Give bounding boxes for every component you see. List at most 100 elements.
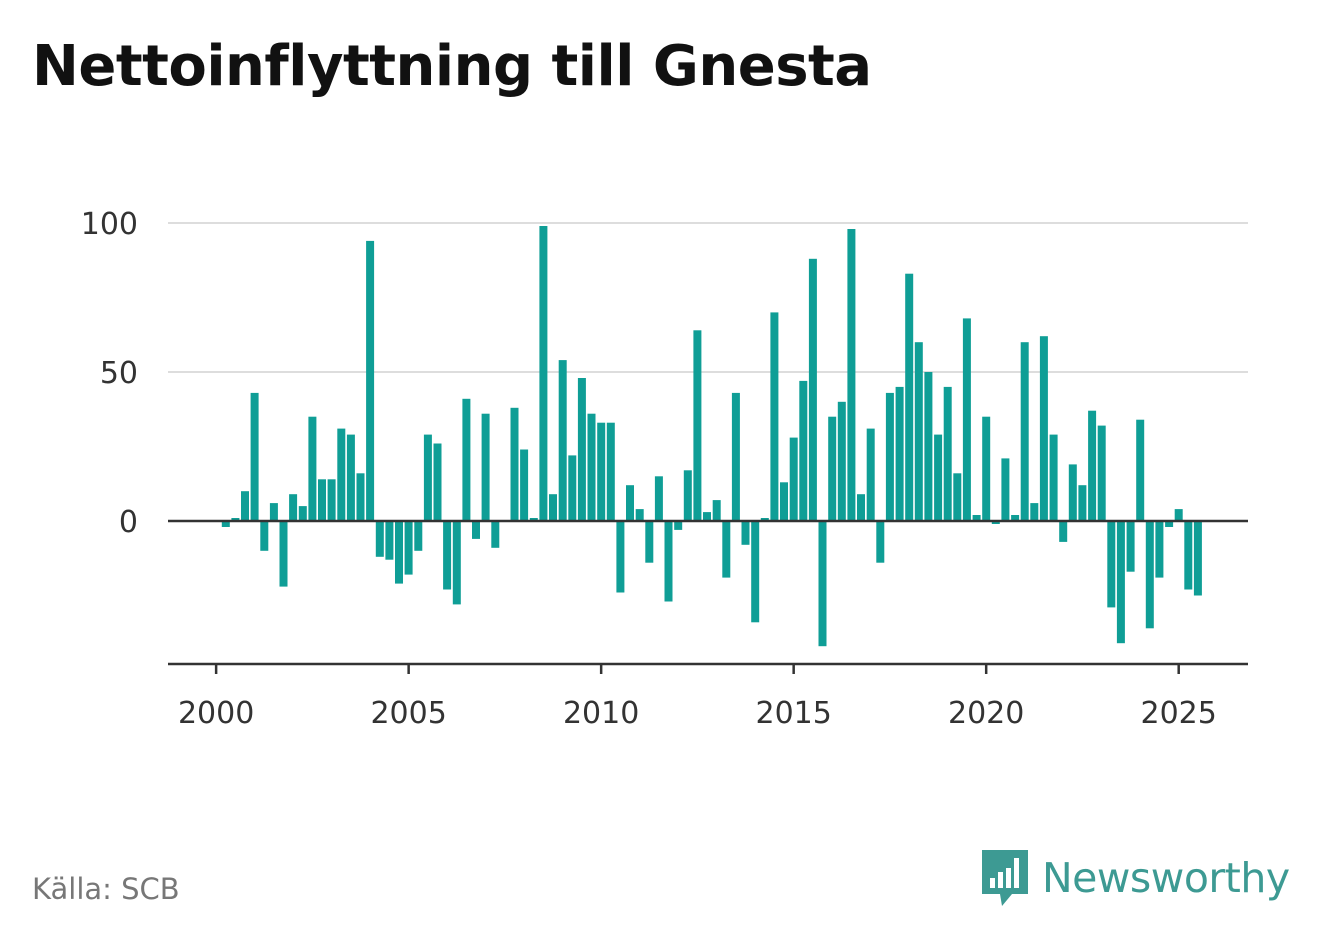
bar-2000-Q2 xyxy=(221,521,230,527)
bar-2001-Q3 xyxy=(269,503,278,521)
y-axis-ticks: 0 50 100 xyxy=(81,207,138,540)
brand-name: Newsworthy xyxy=(1042,854,1290,902)
bar-2008-Q4 xyxy=(549,494,557,521)
bar-2018-Q1 xyxy=(905,273,914,521)
bars xyxy=(221,226,1202,647)
bar-2011-Q3 xyxy=(654,476,663,521)
bar-2024-Q3 xyxy=(1155,521,1164,578)
gridlines xyxy=(168,222,1248,373)
bar-2004-Q4 xyxy=(395,521,403,584)
bar-2015-Q2 xyxy=(799,380,808,521)
bar-2019-Q1 xyxy=(943,386,952,521)
bar-2010-Q3 xyxy=(616,521,625,593)
bar-2021-Q4 xyxy=(1049,434,1058,521)
bar-2000-Q3 xyxy=(231,518,240,521)
bar-2006-Q3 xyxy=(462,398,471,521)
bar-2002-Q3 xyxy=(308,416,317,521)
bar-2013-Q3 xyxy=(731,392,740,521)
bar-2015-Q3 xyxy=(808,258,817,521)
bar-2025-Q3 xyxy=(1193,521,1202,596)
bar-2017-Q4 xyxy=(895,386,904,521)
bar-2025-Q1 xyxy=(1174,509,1183,521)
bar-2012-Q2 xyxy=(683,470,692,521)
bar-2009-Q4 xyxy=(587,413,596,521)
bar-2024-Q1 xyxy=(1136,419,1145,521)
bar-2017-Q3 xyxy=(885,392,894,521)
y-tick-label-50: 50 xyxy=(100,356,138,391)
bar-2014-Q4 xyxy=(780,482,788,521)
bar-2017-Q1 xyxy=(866,428,875,521)
bar-chart-speech-bubble-icon xyxy=(982,850,1028,906)
bar-2016-Q3 xyxy=(847,229,856,521)
bar-2010-Q4 xyxy=(626,485,634,521)
bar-2015-Q4 xyxy=(818,521,827,647)
brand-logo: Newsworthy xyxy=(980,848,1290,908)
bar-2021-Q1 xyxy=(1020,342,1029,521)
bar-2025-Q2 xyxy=(1184,521,1193,590)
bar-2013-Q4 xyxy=(741,521,750,545)
bar-2008-Q1 xyxy=(520,449,529,521)
bar-2016-Q1 xyxy=(828,416,837,521)
bar-2024-Q2 xyxy=(1145,521,1154,629)
bar-2016-Q4 xyxy=(857,494,865,521)
x-tick-label-2010: 2010 xyxy=(563,696,639,731)
bar-2014-Q2 xyxy=(760,518,769,521)
x-axis: 2000 2005 2010 2015 2020 2025 xyxy=(168,662,1248,731)
bar-2003-Q4 xyxy=(356,473,365,521)
bar-2006-Q4 xyxy=(472,521,480,539)
bar-2024-Q4 xyxy=(1165,521,1174,527)
bar-2020-Q2 xyxy=(991,521,1000,524)
bar-2006-Q1 xyxy=(443,521,452,590)
bar-2007-Q4 xyxy=(510,407,519,521)
bar-2005-Q3 xyxy=(423,434,432,521)
bar-2019-Q3 xyxy=(962,318,971,521)
bar-2014-Q3 xyxy=(770,312,779,521)
bar-2004-Q3 xyxy=(385,521,394,560)
bar-2015-Q1 xyxy=(789,437,798,521)
bar-2018-Q3 xyxy=(924,372,933,521)
bar-2008-Q2 xyxy=(529,518,538,521)
bar-2023-Q4 xyxy=(1126,521,1135,572)
bar-2011-Q4 xyxy=(664,521,673,602)
bar-2004-Q2 xyxy=(375,521,384,557)
x-tick-label-2000: 2000 xyxy=(178,696,254,731)
bar-2022-Q3 xyxy=(1078,485,1087,521)
chart-title: Nettoinflyttning till Gnesta xyxy=(32,34,872,99)
bar-2009-Q2 xyxy=(568,455,577,521)
bar-2005-Q2 xyxy=(414,521,423,551)
bar-2022-Q4 xyxy=(1088,410,1097,521)
bar-2001-Q1 xyxy=(250,392,259,521)
bar-2003-Q2 xyxy=(337,428,346,521)
bar-2013-Q1 xyxy=(712,500,721,521)
bar-2019-Q4 xyxy=(972,515,981,521)
x-tick-label-2015: 2015 xyxy=(755,696,831,731)
bar-2014-Q1 xyxy=(751,521,760,623)
bar-2012-Q4 xyxy=(703,512,711,521)
bar-2010-Q1 xyxy=(597,422,606,521)
bar-2011-Q2 xyxy=(645,521,654,563)
bar-2002-Q4 xyxy=(318,479,326,521)
y-tick-label-100: 100 xyxy=(81,207,138,242)
bar-2005-Q4 xyxy=(433,443,442,521)
bar-2020-Q1 xyxy=(982,416,991,521)
bar-2016-Q2 xyxy=(837,401,846,521)
bar-2001-Q4 xyxy=(279,521,288,587)
bar-2009-Q1 xyxy=(558,360,567,521)
bar-2022-Q1 xyxy=(1059,521,1068,542)
x-tick-label-2020: 2020 xyxy=(948,696,1024,731)
bar-2010-Q2 xyxy=(606,422,615,521)
source-note: Källa: SCB xyxy=(32,872,180,906)
bar-2009-Q3 xyxy=(577,378,586,521)
bar-2001-Q2 xyxy=(260,521,269,551)
bar-2012-Q3 xyxy=(693,330,702,521)
bar-2003-Q1 xyxy=(327,479,336,521)
bar-2013-Q2 xyxy=(722,521,731,578)
bar-chart: 0 50 100 2000 2005 2010 2015 2020 2025 xyxy=(81,207,1248,731)
bar-2022-Q2 xyxy=(1068,464,1077,521)
bar-2004-Q1 xyxy=(366,240,375,521)
bar-2020-Q4 xyxy=(1011,515,1020,521)
x-tick-label-2025: 2025 xyxy=(1141,696,1217,731)
bar-2023-Q1 xyxy=(1097,425,1106,521)
bar-2006-Q2 xyxy=(452,521,461,605)
bar-2000-Q4 xyxy=(241,491,249,521)
